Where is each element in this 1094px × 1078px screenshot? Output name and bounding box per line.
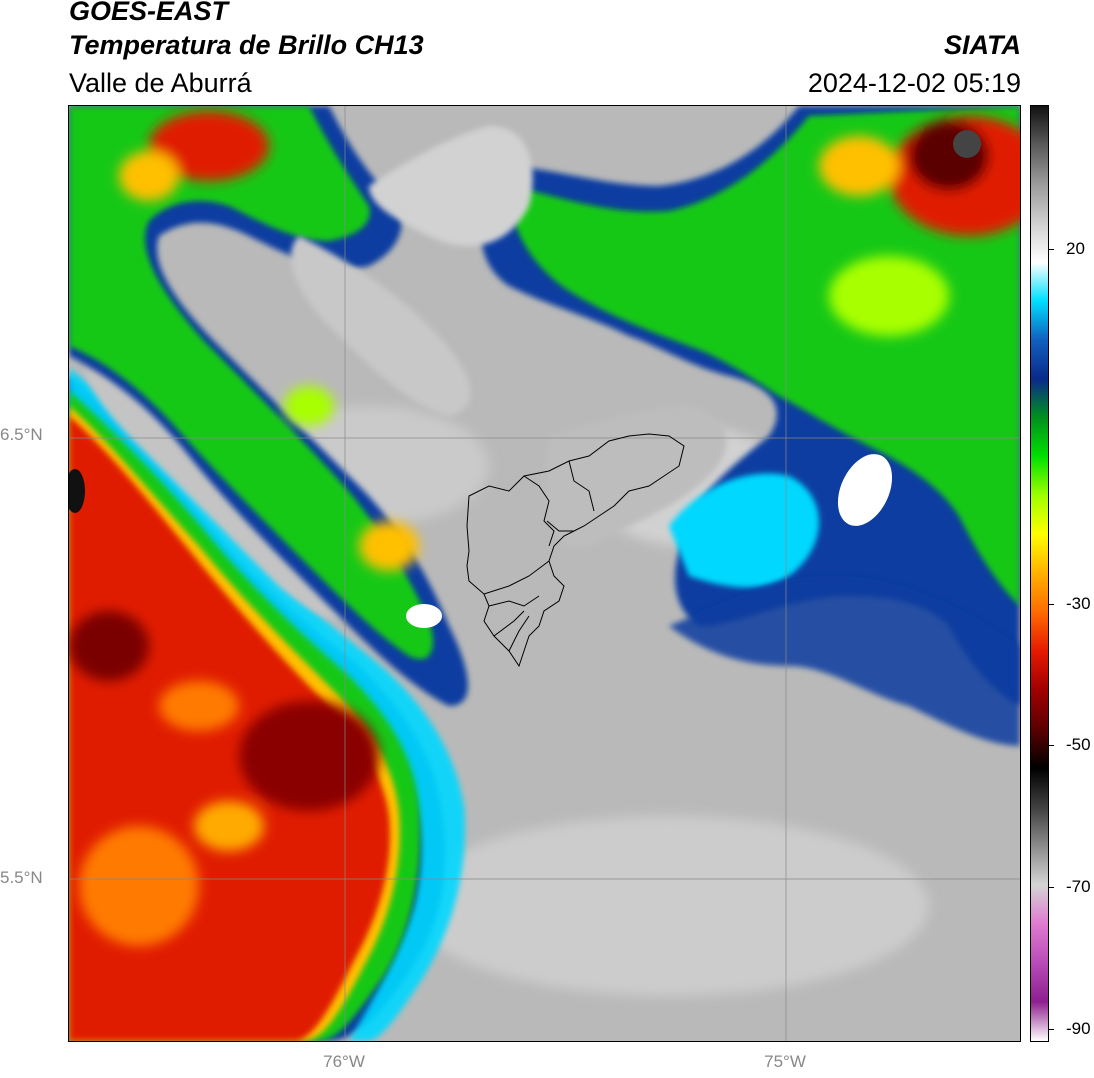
lat-label-5-5: 5.5°N	[0, 868, 43, 887]
nw-cloud-red	[149, 111, 269, 181]
west-core-orange	[79, 826, 199, 946]
clear-hole	[406, 604, 442, 628]
lon-label-75: 75°W	[764, 1052, 806, 1071]
colorbar-label-minus-70: -70	[1066, 877, 1091, 896]
ne-clear-hole	[837, 454, 893, 526]
colorbar-tick	[1049, 604, 1054, 605]
colorbar-tick	[1049, 249, 1054, 250]
colorbar-label-20: 20	[1066, 239, 1085, 258]
west-core-black	[69, 469, 85, 513]
west-core-darkred-2	[69, 611, 149, 681]
colorbar-label-minus-30: -30	[1066, 594, 1091, 613]
region-subtitle: Valle de Aburrá	[69, 68, 252, 98]
ne-cloud-cyan	[669, 473, 819, 588]
datetime-label: 2024-12-02 05:19	[807, 68, 1021, 98]
ne-core-overshoot	[953, 130, 981, 158]
municipality-boundaries	[466, 433, 685, 668]
colorbar-label-minus-90: -90	[1066, 1019, 1091, 1038]
lat-label-6-5: 6.5°N	[0, 425, 43, 444]
product-title: Temperatura de Brillo CH13	[69, 30, 424, 60]
colorbar-tick	[1049, 1029, 1054, 1030]
brightness-temperature-map	[68, 105, 1021, 1042]
lon-label-76: 76°W	[323, 1052, 365, 1071]
east-blue-band	[669, 576, 1020, 746]
colorbar-tick	[1049, 887, 1054, 888]
west-core-darkred-1	[239, 701, 379, 811]
north-clear-area	[369, 126, 533, 246]
nw-cloud-green-core	[69, 106, 433, 660]
colorbar	[1030, 105, 1049, 1042]
colorbar-tick	[1049, 745, 1054, 746]
ne-cloud-green	[509, 106, 1020, 606]
colorbar-label-minus-50: -50	[1066, 735, 1091, 754]
satellite-title: GOES-EAST	[69, 0, 229, 26]
agency-label: SIATA	[944, 30, 1021, 60]
